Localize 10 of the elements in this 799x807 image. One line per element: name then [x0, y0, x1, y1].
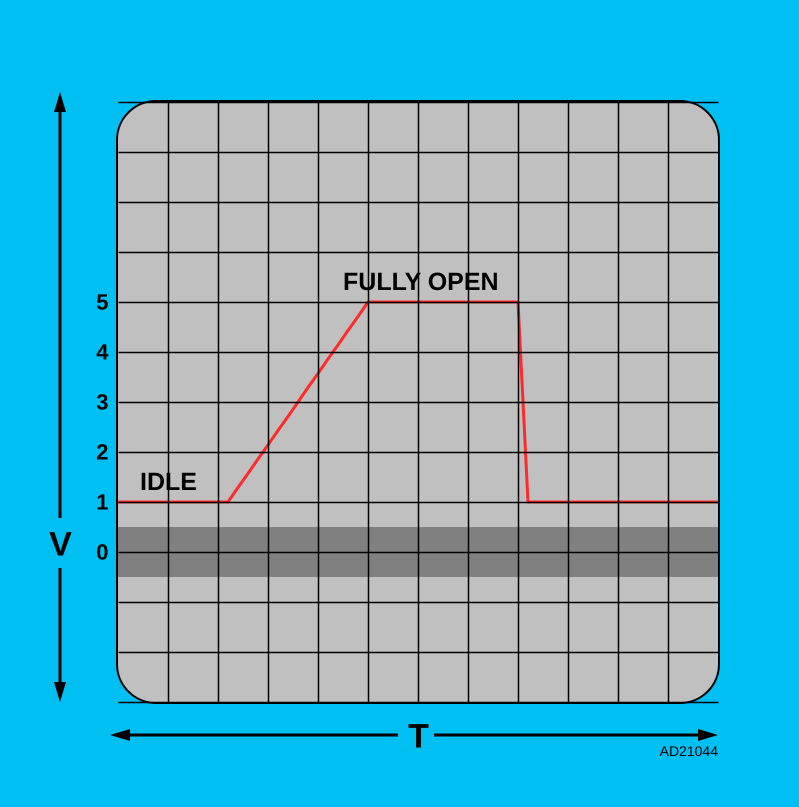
y-tick-label: 3 [96, 390, 108, 414]
y-tick-label: 4 [96, 340, 110, 364]
x-axis-title: T [408, 718, 430, 756]
y-tick-label: 0 [96, 540, 108, 564]
y-tick-label: 1 [96, 490, 108, 514]
line-series [116, 300, 720, 504]
text: AD21044 [660, 743, 718, 759]
y-tick-label: 5 [96, 290, 108, 314]
y-axis-title: V [49, 526, 72, 564]
y-tick-label: 2 [96, 440, 108, 464]
